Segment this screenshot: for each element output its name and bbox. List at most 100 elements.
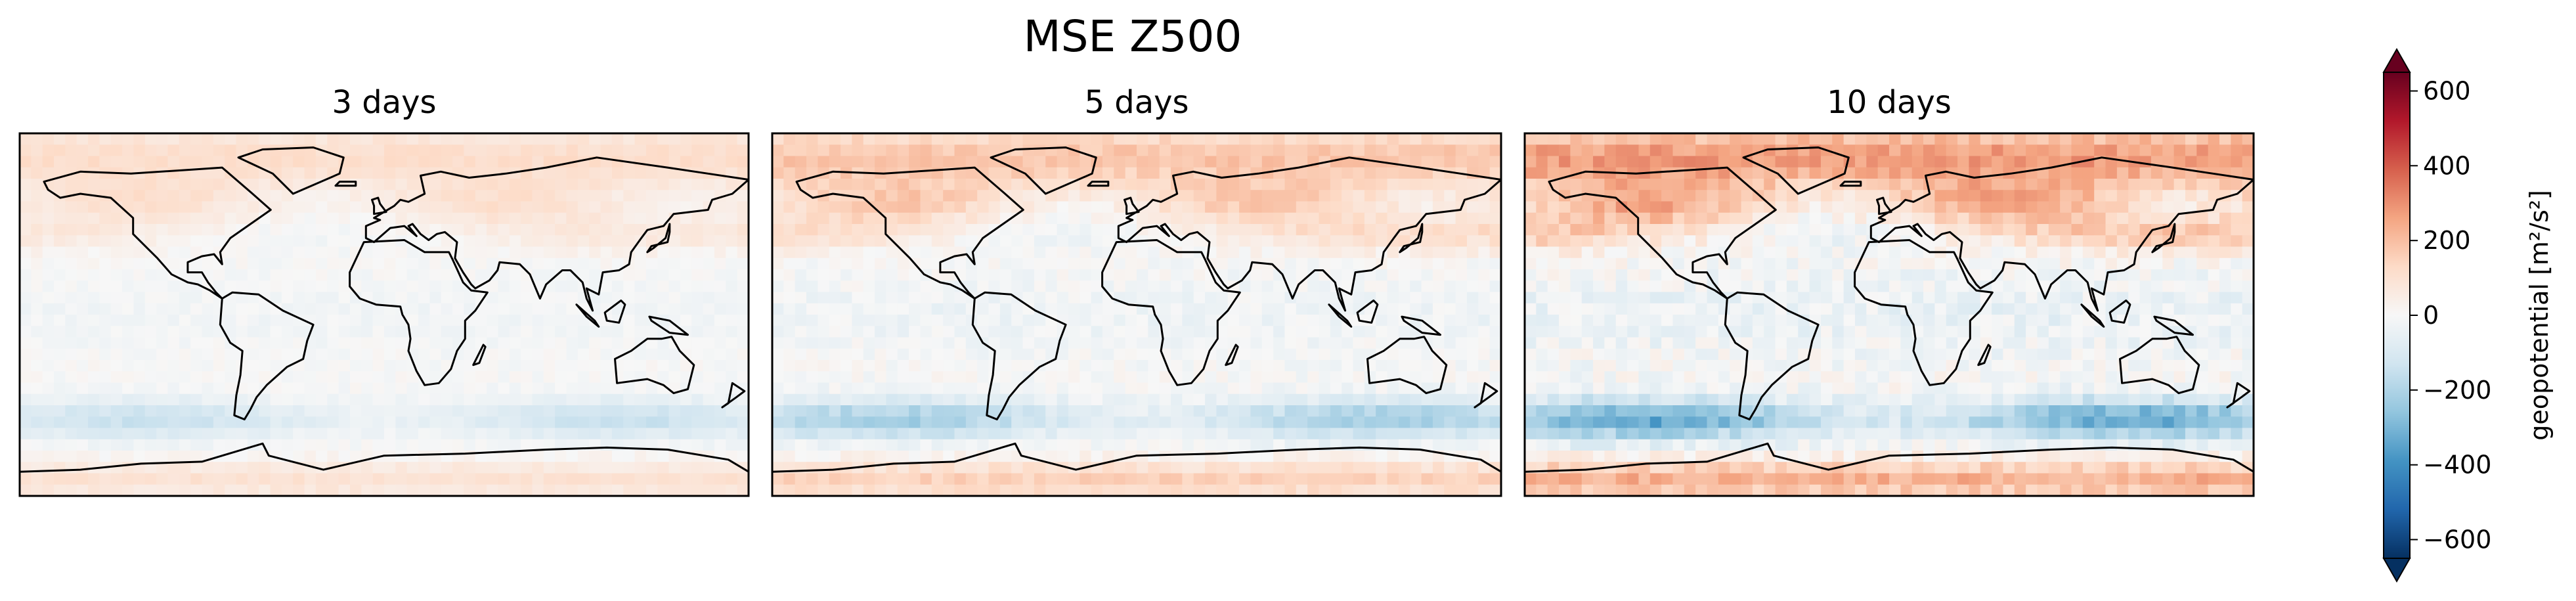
- heatmap-cell: [897, 382, 909, 395]
- heatmap-cell: [954, 360, 967, 372]
- heatmap-cell: [931, 315, 944, 326]
- heatmap-cell: [829, 145, 841, 157]
- heatmap-cell: [1752, 167, 1764, 179]
- heatmap-cell: [1455, 145, 1468, 157]
- heatmap-cell: [99, 303, 112, 315]
- heatmap-cell: [634, 167, 647, 179]
- heatmap-cell: [395, 145, 408, 157]
- heatmap-cell: [372, 326, 385, 338]
- heatmap-cell: [2242, 224, 2254, 236]
- heatmap-cell: [1627, 257, 1640, 270]
- heatmap-cell: [270, 393, 282, 406]
- heatmap-cell: [2003, 224, 2015, 236]
- heatmap-cell: [714, 451, 726, 462]
- heatmap-cell: [714, 201, 726, 213]
- heatmap-cell: [2037, 224, 2049, 236]
- heatmap-cell: [1125, 428, 1137, 440]
- heatmap-cell: [1455, 484, 1468, 497]
- heatmap-cell: [920, 451, 932, 462]
- heatmap-cell: [1068, 393, 1080, 406]
- heatmap-cell: [1250, 235, 1263, 248]
- heatmap-cell: [634, 484, 647, 497]
- heatmap-cell: [384, 167, 396, 179]
- heatmap-cell: [657, 257, 670, 270]
- heatmap-cell: [954, 133, 967, 145]
- heatmap-cell: [2003, 190, 2015, 202]
- heatmap-cell: [1353, 235, 1365, 248]
- heatmap-cell: [259, 246, 271, 259]
- heatmap-cell: [897, 212, 909, 225]
- heatmap-cell: [1387, 292, 1399, 304]
- heatmap-cell: [133, 451, 146, 462]
- heatmap-cell: [737, 360, 749, 372]
- heatmap-cell: [31, 405, 43, 417]
- heatmap-cell: [1820, 246, 1833, 259]
- heatmap-cell: [1478, 348, 1491, 361]
- heatmap-cell: [611, 179, 624, 190]
- heatmap-cell: [1581, 167, 1594, 179]
- heatmap-cell: [1273, 337, 1286, 349]
- heatmap-cell: [657, 462, 670, 474]
- coastline: [1399, 223, 1424, 254]
- heatmap-cell: [1547, 269, 1560, 281]
- heatmap-cell: [1421, 451, 1433, 462]
- heatmap-cell: [1364, 156, 1376, 168]
- heatmap-cell: [897, 416, 909, 429]
- heatmap-cell: [1034, 416, 1046, 429]
- heatmap-cell: [1353, 179, 1365, 190]
- heatmap-cell: [1387, 280, 1399, 293]
- heatmap-cell: [1080, 235, 1092, 248]
- heatmap-cell: [1137, 280, 1148, 293]
- heatmap-cell: [977, 462, 990, 474]
- heatmap-cell: [1581, 224, 1594, 236]
- heatmap-cell: [555, 451, 567, 462]
- heatmap-cell: [1159, 167, 1171, 179]
- heatmap-cell: [521, 416, 533, 429]
- heatmap-cell: [555, 348, 567, 361]
- heatmap-cell: [1752, 179, 1764, 190]
- heatmap-cell: [225, 224, 237, 236]
- heatmap-cell: [1489, 269, 1502, 281]
- heatmap-cell: [1923, 190, 1935, 202]
- heatmap-cell: [1193, 257, 1206, 270]
- heatmap-cell: [818, 462, 830, 474]
- heatmap-cell: [372, 167, 385, 179]
- heatmap-cell: [2208, 212, 2220, 225]
- heatmap-cell: [852, 348, 864, 361]
- heatmap-cell: [668, 167, 681, 179]
- heatmap-cell: [225, 133, 237, 145]
- heatmap-cell: [304, 393, 317, 406]
- heatmap-cell: [931, 303, 944, 315]
- heatmap-cell: [1227, 439, 1240, 451]
- heatmap-cell: [1843, 246, 1856, 259]
- heatmap-cell: [1171, 484, 1183, 497]
- heatmap-cell: [304, 484, 317, 497]
- heatmap-cell: [156, 439, 169, 451]
- heatmap-cell: [2082, 257, 2095, 270]
- heatmap-cell: [920, 292, 932, 304]
- heatmap-cell: [2116, 201, 2129, 213]
- heatmap-cell: [1239, 167, 1252, 179]
- heatmap-cell: [475, 235, 487, 248]
- heatmap-cell: [133, 212, 146, 225]
- heatmap-cell: [521, 246, 533, 259]
- heatmap-cell: [202, 360, 214, 372]
- heatmap-cell: [600, 405, 613, 417]
- heatmap-cell: [2128, 167, 2141, 179]
- heatmap-cell: [2048, 179, 2061, 190]
- heatmap-cell: [818, 224, 830, 236]
- heatmap-cell: [1376, 167, 1388, 179]
- heatmap-cell: [1684, 257, 1696, 270]
- heatmap-cell: [2060, 133, 2072, 145]
- heatmap-cell: [509, 133, 521, 145]
- heatmap-cell: [1045, 382, 1058, 395]
- heatmap-cell: [202, 382, 214, 395]
- heatmap-cell: [2242, 246, 2254, 259]
- heatmap-cell: [657, 382, 670, 395]
- coastline: [971, 291, 1067, 420]
- heatmap-cell: [133, 439, 146, 451]
- heatmap-cell: [464, 292, 476, 304]
- heatmap-cell: [1148, 428, 1160, 440]
- heatmap-cell: [920, 484, 932, 497]
- map-frame-3-days: [18, 132, 750, 497]
